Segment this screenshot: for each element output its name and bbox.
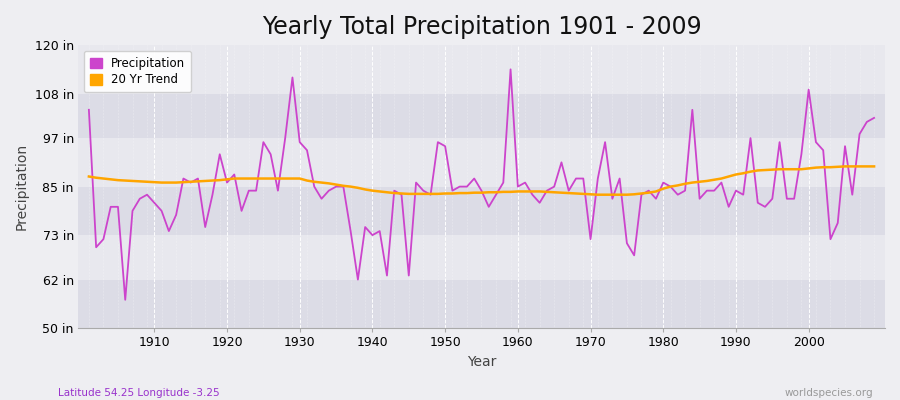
- Legend: Precipitation, 20 Yr Trend: Precipitation, 20 Yr Trend: [84, 51, 191, 92]
- Bar: [78, 45, 885, 94]
- Title: Yearly Total Precipitation 1901 - 2009: Yearly Total Precipitation 1901 - 2009: [262, 15, 701, 39]
- Bar: [78, 94, 885, 138]
- Bar: [78, 138, 885, 187]
- Bar: [78, 280, 885, 328]
- Y-axis label: Precipitation: Precipitation: [15, 143, 29, 230]
- X-axis label: Year: Year: [467, 355, 496, 369]
- Text: Latitude 54.25 Longitude -3.25: Latitude 54.25 Longitude -3.25: [58, 388, 220, 398]
- Text: worldspecies.org: worldspecies.org: [785, 388, 873, 398]
- Bar: [78, 187, 885, 235]
- Bar: [78, 235, 885, 280]
